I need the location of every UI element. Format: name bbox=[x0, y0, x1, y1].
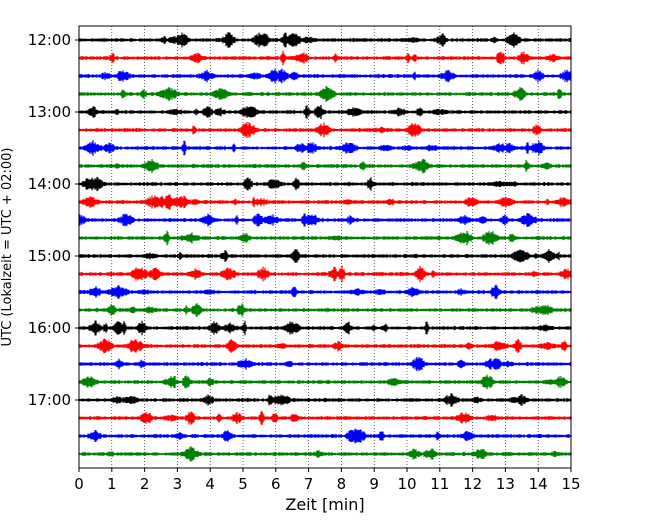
x-tick-label-10: 10 bbox=[397, 475, 416, 493]
y-tick-label-16:00: 16:00 bbox=[28, 319, 71, 337]
x-tick-label-1: 1 bbox=[107, 475, 117, 493]
x-tick-label-2: 2 bbox=[140, 475, 150, 493]
y-axis-ticks: 12:00 13:00 14:00 15:00 16:00 17:00 bbox=[28, 31, 79, 409]
y-axis-label: UTC (Lokalzeit = UTC + 02:00) bbox=[0, 148, 15, 347]
x-tick-label-14: 14 bbox=[529, 475, 548, 493]
y-tick-label-14:00: 14:00 bbox=[28, 175, 71, 193]
x-tick-label-6: 6 bbox=[271, 475, 281, 493]
x-tick-label-9: 9 bbox=[369, 475, 379, 493]
x-tick-label-15: 15 bbox=[561, 475, 580, 493]
x-tick-label-8: 8 bbox=[337, 475, 347, 493]
x-tick-label-13: 13 bbox=[496, 475, 515, 493]
x-tick-label-7: 7 bbox=[304, 475, 314, 493]
x-tick-label-4: 4 bbox=[205, 475, 215, 493]
x-tick-label-3: 3 bbox=[173, 475, 183, 493]
x-tick-label-11: 11 bbox=[430, 475, 449, 493]
x-axis-ticks: 0 1 2 3 4 5 6 7 8 9 10 11 12 13 14 15 bbox=[74, 468, 581, 493]
y-tick-label-12:00: 12:00 bbox=[28, 31, 71, 49]
x-tick-label-0: 0 bbox=[74, 475, 84, 493]
y-tick-label-17:00: 17:00 bbox=[28, 391, 71, 409]
plot-frame bbox=[78, 25, 572, 469]
y-tick-label-13:00: 13:00 bbox=[28, 103, 71, 121]
y-tick-label-15:00: 15:00 bbox=[28, 247, 71, 265]
x-tick-label-12: 12 bbox=[463, 475, 482, 493]
x-tick-label-5: 5 bbox=[238, 475, 248, 493]
x-axis-label: Zeit [min] bbox=[285, 495, 364, 514]
